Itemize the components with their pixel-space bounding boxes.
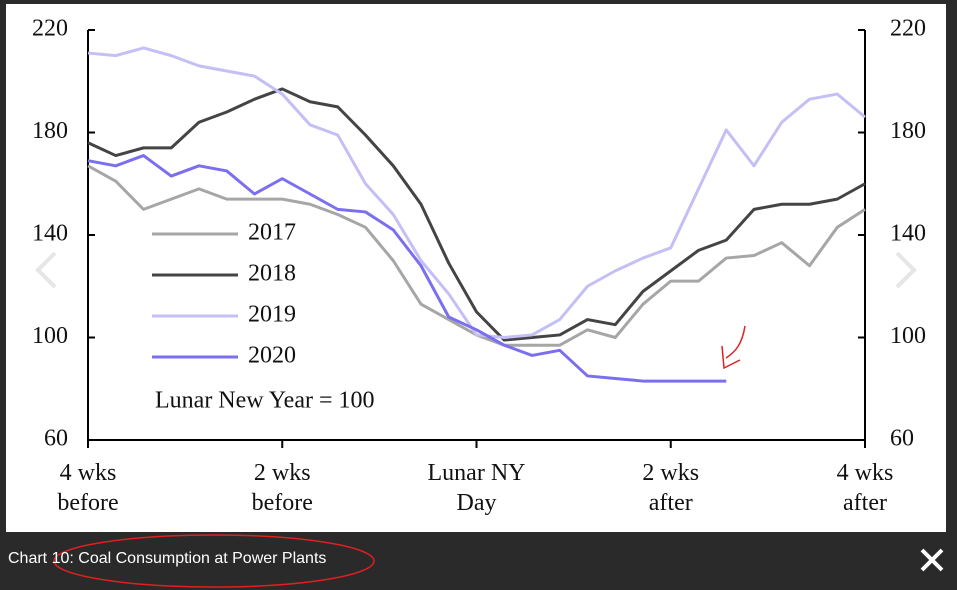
series-line — [87, 87, 866, 342]
legend-label: 2018 — [248, 261, 296, 287]
series-line — [87, 46, 866, 339]
y-tick-label: 220 — [32, 16, 68, 42]
x-tick-label: Lunar NY Day — [427, 460, 526, 516]
y2-tick-label: 180 — [890, 118, 926, 144]
legend-label: 2020 — [248, 343, 296, 369]
y-tick-label: 60 — [44, 426, 68, 452]
y2-tick-label: 220 — [890, 16, 926, 42]
hand-arrow — [721, 325, 746, 370]
y-tick-label: 100 — [32, 323, 68, 349]
y2-tick-label: 140 — [890, 221, 926, 247]
chart-panel — [6, 4, 946, 532]
next-arrow[interactable] — [895, 251, 917, 289]
legend-label: 2017 — [248, 220, 296, 246]
y2-tick-label: 60 — [890, 426, 914, 452]
y-tick-label: 140 — [32, 221, 68, 247]
annotation: Lunar New Year = 100 — [155, 388, 375, 414]
x-tick-label: 2 wks after — [642, 460, 700, 516]
close-button[interactable] — [920, 548, 944, 572]
caption: Chart 10: Coal Consumption at Power Plan… — [8, 550, 327, 567]
x-tick-label: 4 wks after — [836, 460, 894, 516]
series-line — [87, 154, 727, 383]
legend-label: 2019 — [248, 302, 296, 328]
hand-circle — [53, 534, 375, 588]
x-tick-label: 4 wks before — [57, 460, 119, 516]
x-tick-label: 2 wks before — [251, 460, 313, 516]
prev-arrow[interactable] — [35, 251, 57, 289]
y-tick-label: 180 — [32, 118, 68, 144]
y2-tick-label: 100 — [890, 323, 926, 349]
